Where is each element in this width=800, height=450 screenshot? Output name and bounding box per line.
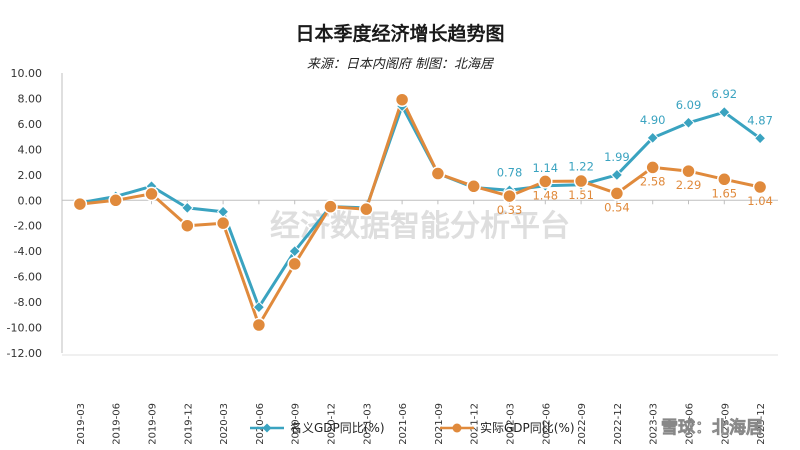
data-label: 6.92 bbox=[711, 87, 737, 101]
x-tick-label: 2022-12 bbox=[613, 403, 624, 445]
series-2-point bbox=[466, 179, 481, 194]
x-tick-label: 2021-06 bbox=[398, 403, 409, 445]
x-tick-label: 2019-03 bbox=[76, 403, 87, 445]
legend: 名义GDP同比(%) 实际GDP同比(%) bbox=[250, 420, 575, 435]
x-tick-label: 2022-03 bbox=[506, 403, 517, 445]
series-1-point bbox=[646, 131, 659, 145]
x-tick-label: 2023-03 bbox=[649, 403, 660, 445]
series-2-point bbox=[573, 173, 589, 189]
y-axis: 10.00 8.00 6.00 4.00 2.00 0.00 -2.00 -4.00 -6.00… bbox=[7, 67, 63, 360]
series-2-point bbox=[215, 215, 231, 231]
y-tick-label: -8.00 bbox=[14, 296, 42, 309]
series-1-point bbox=[682, 116, 695, 129]
series-2-point bbox=[538, 174, 553, 189]
legend-label-1: 名义GDP同比(%) bbox=[290, 420, 385, 435]
series-2-point bbox=[609, 186, 625, 201]
series-2-point bbox=[144, 186, 159, 202]
x-tick-label: 2020-06 bbox=[255, 403, 266, 445]
x-tick-label: 2020-09 bbox=[291, 403, 302, 445]
series-1-point bbox=[252, 300, 266, 314]
data-label: 2.29 bbox=[676, 178, 702, 192]
data-label: 1.65 bbox=[711, 186, 737, 200]
series-2-point bbox=[108, 193, 123, 208]
x-tick-label: 2021-03 bbox=[362, 403, 373, 445]
data-label: 1.14 bbox=[532, 161, 558, 175]
data-label: 1.99 bbox=[604, 150, 630, 164]
y-tick-label: -12.00 bbox=[7, 347, 42, 360]
x-tick-label: 2019-12 bbox=[183, 403, 194, 445]
y-tick-label: 4.00 bbox=[18, 143, 43, 156]
series-1-point bbox=[753, 132, 767, 145]
y-tick-label: -4.00 bbox=[14, 245, 42, 258]
series-2-point bbox=[323, 199, 338, 214]
series-2-point bbox=[359, 201, 374, 217]
y-tick-label: -10.00 bbox=[7, 322, 42, 335]
data-label: 0.33 bbox=[497, 203, 523, 217]
series-1-point bbox=[181, 201, 194, 215]
x-tick-label: 2020-12 bbox=[327, 403, 338, 445]
series-1-point bbox=[216, 205, 230, 218]
x-tick-label: 2022-09 bbox=[577, 403, 588, 445]
credit-label: 雪球：北海居 bbox=[661, 417, 763, 438]
legend-marker-2 bbox=[452, 423, 462, 433]
series-2-point bbox=[502, 188, 517, 204]
data-label: 1.48 bbox=[532, 188, 558, 202]
x-tick-label: 2023-09 bbox=[720, 403, 731, 445]
series-2-point bbox=[717, 172, 732, 187]
series-1-point bbox=[610, 168, 624, 182]
series-2-point bbox=[752, 179, 768, 195]
data-label: 2.58 bbox=[640, 174, 666, 188]
x-tick-label: 2023-06 bbox=[685, 403, 696, 445]
data-label: 0.78 bbox=[497, 165, 523, 179]
y-tick-label: 10.00 bbox=[11, 67, 43, 80]
data-label: 1.04 bbox=[747, 194, 773, 208]
chart-title: 日本季度经济增长趋势图 bbox=[295, 22, 504, 45]
data-label: 4.87 bbox=[747, 113, 773, 127]
series-1-point bbox=[718, 105, 731, 119]
x-tick-label: 2019-09 bbox=[148, 403, 159, 445]
x-tick-label: 2021-12 bbox=[470, 403, 481, 445]
chart-subtitle: 来源：日本内阁府 制图：北海居 bbox=[307, 56, 495, 72]
series-2-point bbox=[394, 92, 410, 107]
data-label: 0.54 bbox=[604, 200, 630, 214]
y-tick-label: 6.00 bbox=[18, 118, 43, 131]
y-tick-label: 2.00 bbox=[18, 169, 43, 182]
y-tick-label: 8.00 bbox=[18, 92, 43, 105]
y-tick-label: -2.00 bbox=[14, 220, 42, 233]
series-2-point bbox=[430, 166, 446, 181]
legend-marker-1 bbox=[262, 423, 272, 433]
series-2-point bbox=[72, 196, 88, 212]
series-2-point bbox=[251, 317, 267, 333]
series-2-point bbox=[681, 163, 696, 179]
data-label: 1.51 bbox=[568, 188, 594, 202]
x-tick-label: 2019-06 bbox=[112, 403, 123, 445]
x-axis: 2019-03 2019-06 2019-09 2019-12 2020-03 2020-… bbox=[62, 199, 778, 445]
plot-area: 0.78 1.14 1.22 1.99 4.90 6.09 6.92 4.87 0.33 1.48… bbox=[72, 87, 773, 333]
series-2-point bbox=[287, 256, 302, 272]
data-label: 6.09 bbox=[676, 98, 702, 112]
y-tick-label: 0.00 bbox=[18, 194, 43, 207]
x-tick-label: 2020-03 bbox=[219, 403, 230, 445]
watermark: 经济数据智能分析平台 bbox=[270, 209, 570, 244]
series-2-point bbox=[645, 160, 660, 175]
x-tick-label: 2022-06 bbox=[541, 403, 552, 445]
legend-label-2: 实际GDP同比(%) bbox=[480, 420, 575, 435]
y-tick-label: -6.00 bbox=[14, 271, 42, 284]
data-label: 4.90 bbox=[640, 113, 666, 127]
x-tick-label: 2023-12 bbox=[756, 403, 767, 445]
data-label: 1.22 bbox=[568, 160, 594, 174]
x-tick-label: 2021-09 bbox=[434, 403, 445, 445]
series-2-point bbox=[180, 218, 195, 233]
